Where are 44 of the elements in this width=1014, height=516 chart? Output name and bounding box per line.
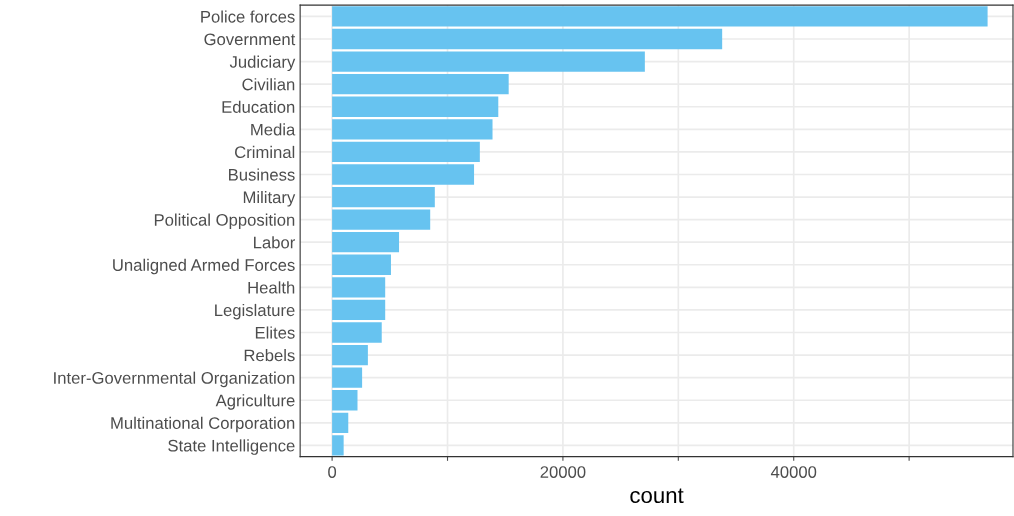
bar [332,322,382,343]
y-tick-label: Agriculture [215,394,295,410]
y-tick-label: Rebels [244,349,295,362]
bar [332,367,363,388]
y-tick-label: Media [251,123,296,136]
x-axis-title: count [630,488,684,504]
y-tick-label: Criminal [235,145,295,159]
y-tick-label: Education [222,100,295,113]
bar [332,74,509,95]
y-tick-label: Multinational Corporation [111,416,295,433]
y-tick-label: Police forces [201,10,295,23]
bar [332,209,431,230]
y-tick-label: State Intelligence [168,439,295,455]
y-tick-label: Civilian [242,78,295,91]
y-tick-label: Inter-Governmental Organization [54,371,295,388]
bar [332,141,480,163]
bar [332,51,645,72]
bar [332,299,386,321]
bar [332,390,358,411]
y-tick-label: Health [248,281,295,294]
bar [332,254,391,275]
bar [332,344,368,366]
bar [332,277,386,298]
y-tick-label: Elites [255,326,295,339]
bar [332,435,344,456]
bar [332,186,435,208]
x-tick-label: 20000 [540,466,586,478]
y-tick-label: Judiciary [229,55,296,72]
bar [332,232,400,253]
bar [332,119,493,140]
x-tick-label: 40000 [770,466,817,478]
bar [332,164,475,185]
y-tick-label: Unaligned Armed Forces [113,258,295,275]
bar [332,28,723,50]
y-tick-label: Legislature [215,303,295,320]
y-tick-label: Business [229,168,295,181]
y-tick-label: Labor [254,236,296,249]
bar [332,96,499,117]
y-tick-label: Government [204,33,296,46]
y-tick-label: Military [243,191,296,207]
x-tick-label: 0 [328,466,337,478]
bar [332,6,988,27]
y-tick-label: Political Opposition [154,213,295,230]
bar [332,412,349,433]
